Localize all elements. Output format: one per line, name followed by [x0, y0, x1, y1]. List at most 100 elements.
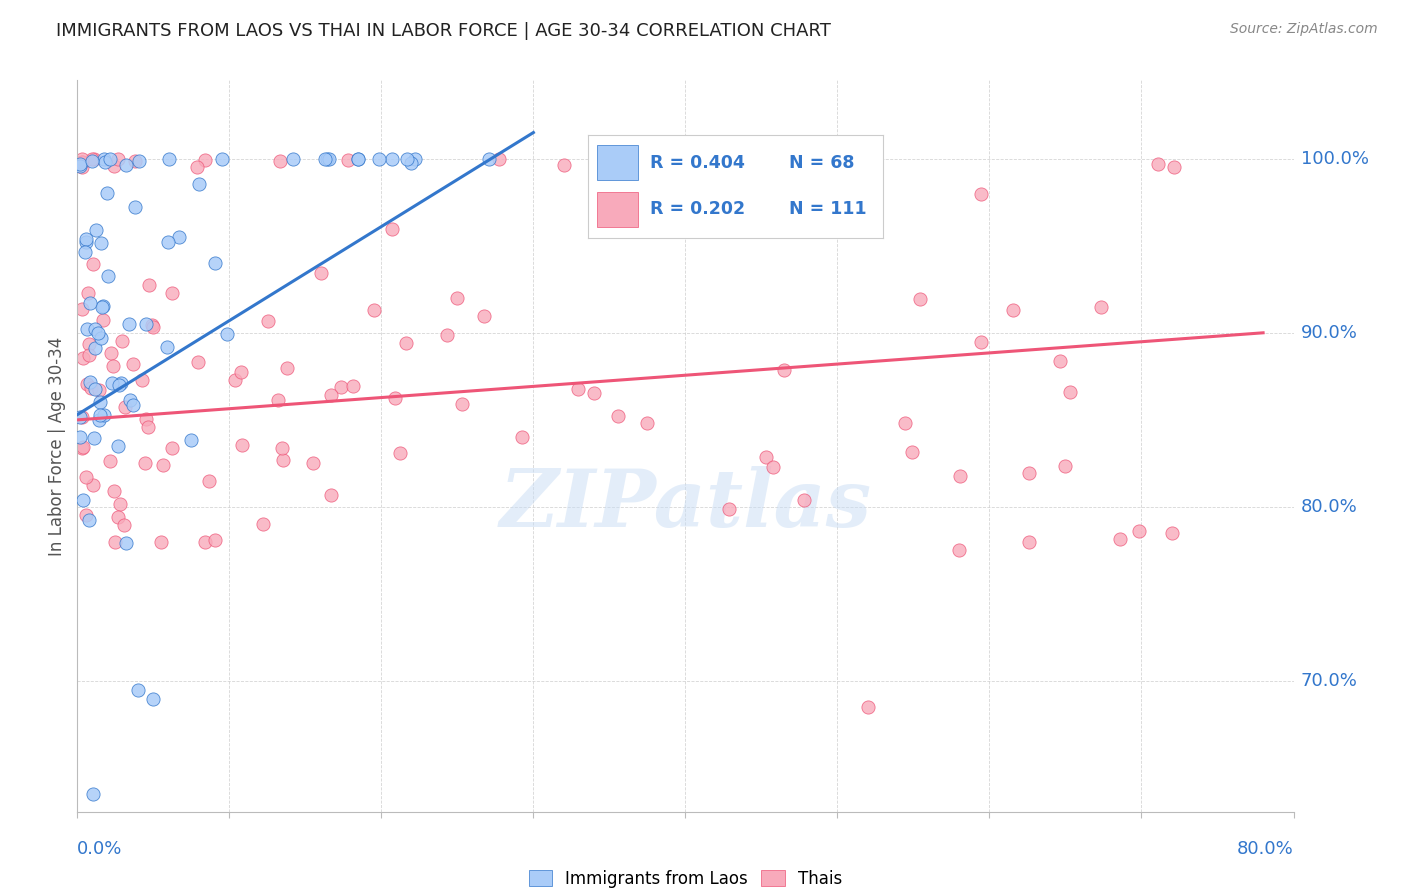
- Text: R = 0.404: R = 0.404: [650, 153, 745, 171]
- Point: [136, 420, 159, 434]
- Point: [75, 470, 97, 484]
- Point: [363, 302, 385, 317]
- Point: [1090, 300, 1112, 314]
- Point: [79, 381, 101, 395]
- Point: [72, 160, 94, 174]
- Point: [76, 376, 98, 391]
- Point: [314, 152, 336, 166]
- Point: [84, 341, 107, 355]
- Point: [135, 317, 157, 331]
- Point: [83, 152, 105, 166]
- Point: [138, 277, 160, 292]
- Point: [82, 257, 104, 271]
- Point: [404, 152, 426, 166]
- Point: [103, 160, 125, 174]
- Point: [1001, 303, 1024, 318]
- Point: [72, 351, 94, 366]
- Point: [83, 382, 105, 396]
- Point: [110, 376, 132, 391]
- Point: [395, 336, 418, 351]
- Point: [276, 361, 298, 376]
- Point: [970, 335, 993, 350]
- Point: [321, 488, 343, 502]
- Point: [395, 152, 418, 166]
- Point: [73, 244, 96, 259]
- Point: [1163, 160, 1185, 174]
- Point: [70, 301, 93, 316]
- Point: [80, 152, 103, 166]
- Point: [156, 340, 179, 354]
- Point: [77, 348, 100, 362]
- Y-axis label: In Labor Force | Age 30-34: In Labor Force | Age 30-34: [48, 336, 66, 556]
- Point: [330, 380, 353, 394]
- Point: [134, 457, 156, 471]
- Point: [89, 412, 111, 426]
- Point: [224, 373, 246, 387]
- Point: [194, 153, 217, 168]
- Point: [94, 155, 117, 169]
- Point: [772, 363, 794, 377]
- Point: [118, 317, 141, 331]
- Point: [127, 682, 149, 697]
- Text: R = 0.202: R = 0.202: [650, 200, 745, 218]
- Point: [72, 493, 94, 508]
- Point: [101, 376, 124, 391]
- Point: [135, 412, 157, 426]
- Point: [76, 322, 98, 336]
- Point: [131, 373, 153, 387]
- Point: [321, 388, 343, 402]
- Point: [115, 536, 138, 550]
- Point: [269, 153, 291, 168]
- Point: [103, 484, 125, 499]
- Point: [347, 152, 370, 166]
- Point: [188, 178, 211, 192]
- Point: [1147, 157, 1170, 171]
- Point: [388, 446, 411, 460]
- Point: [607, 409, 630, 424]
- Text: 80.0%: 80.0%: [1237, 840, 1294, 858]
- Point: [76, 286, 98, 301]
- Point: [91, 299, 114, 313]
- Point: [231, 365, 253, 379]
- Point: [108, 497, 131, 511]
- Point: [90, 331, 112, 345]
- Point: [180, 434, 202, 448]
- Point: [111, 334, 134, 348]
- Point: [107, 510, 129, 524]
- Point: [1059, 384, 1081, 399]
- Point: [107, 152, 129, 166]
- Point: [478, 152, 501, 166]
- Point: [342, 379, 364, 393]
- Point: [124, 154, 146, 169]
- Point: [75, 235, 97, 249]
- Point: [75, 232, 97, 246]
- Point: [122, 398, 145, 412]
- Point: [728, 214, 751, 228]
- Point: [89, 395, 111, 409]
- Point: [211, 152, 233, 166]
- FancyBboxPatch shape: [598, 145, 638, 180]
- Point: [70, 441, 93, 455]
- Point: [384, 391, 406, 405]
- Point: [793, 493, 815, 508]
- Point: [762, 459, 785, 474]
- Point: [120, 393, 142, 408]
- Point: [336, 153, 359, 168]
- Point: [79, 296, 101, 310]
- Point: [267, 392, 290, 407]
- Point: [157, 152, 180, 166]
- Point: [368, 152, 391, 166]
- Point: [104, 534, 127, 549]
- Point: [79, 375, 101, 389]
- Text: Source: ZipAtlas.com: Source: ZipAtlas.com: [1230, 22, 1378, 37]
- Point: [70, 152, 93, 166]
- Text: N = 111: N = 111: [789, 200, 866, 218]
- Point: [446, 291, 468, 305]
- Point: [856, 700, 879, 714]
- Point: [128, 154, 150, 169]
- Point: [141, 318, 163, 332]
- Point: [98, 152, 121, 166]
- Point: [82, 787, 104, 801]
- Point: [1109, 532, 1132, 546]
- Point: [347, 152, 370, 166]
